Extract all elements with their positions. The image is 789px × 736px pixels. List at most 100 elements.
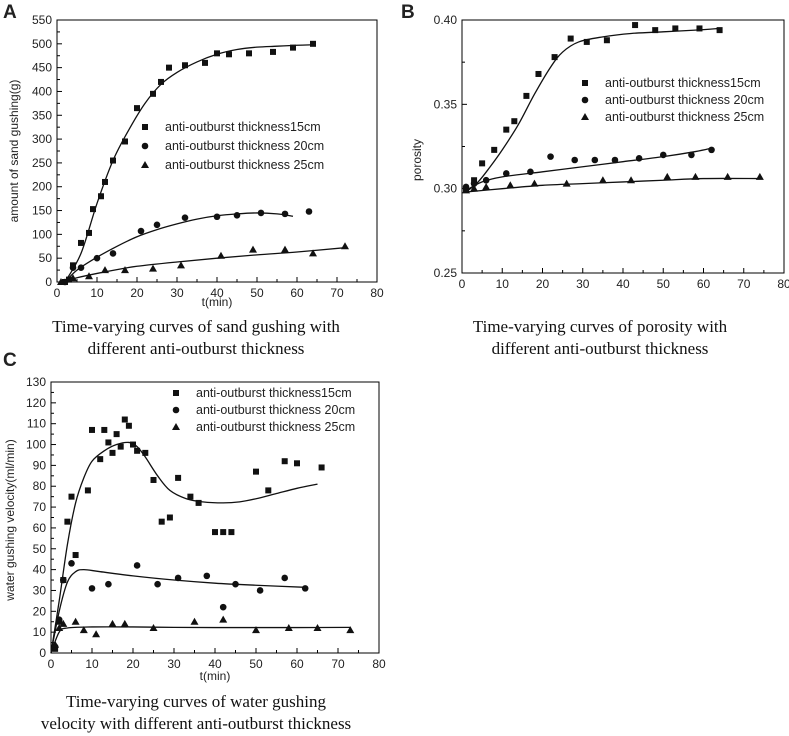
panel-b-points [462,22,764,194]
data-point [190,617,199,625]
data-point [51,640,60,648]
data-point [85,272,93,280]
panel-b-caption-line2: different anti-outburst thickness [492,339,709,358]
data-point [60,576,67,584]
data-point [281,210,289,218]
panel-b: B 0 10 20 30 40 50 60 70 80 0.25 0.30 0.35 0.40 anti… [401,2,789,358]
data-point [310,40,316,47]
data-point [69,274,77,282]
data-point [121,266,129,274]
y-tick-label: 40 [33,563,47,577]
data-point [150,476,157,483]
data-point [69,264,77,272]
data-point [55,616,63,623]
data-point [309,249,317,257]
data-point [166,64,172,71]
data-point [547,153,554,160]
data-point [90,206,96,213]
data-point [611,156,619,164]
data-point [84,487,91,494]
y-tick-label: 120 [26,396,46,410]
data-point [470,184,479,192]
data-point [134,447,141,454]
data-point [755,172,764,180]
panel-a-caption-line2: different anti-outburst thickness [88,339,305,358]
x-tick-label: 20 [536,277,550,291]
data-point [68,560,75,567]
panel-a-ticks: 0 10 20 30 40 50 60 70 80 0 50 100 150 200 250 300 350 40… [32,13,384,300]
data-point [149,623,158,631]
legend-marker [582,80,588,86]
data-point [503,126,510,133]
panel-c-xlabel: t(min) [200,669,231,683]
x-tick-label: 70 [737,277,751,291]
x-tick-label: 10 [85,657,99,671]
fit-curve [64,44,314,283]
y-tick-label: 250 [32,156,52,170]
data-point [652,27,659,34]
data-point [158,518,165,525]
x-tick-label: 70 [331,657,345,671]
data-point [79,626,88,634]
panel-b-caption-line1: Time-varying curves of porosity with [473,317,728,336]
fit-curve [50,441,318,654]
y-tick-label: 130 [26,375,46,389]
data-point [691,172,700,180]
y-tick-label: 300 [32,132,52,146]
legend-marker [172,406,180,414]
y-tick-label: 60 [33,521,47,535]
data-point [105,439,112,446]
legend-label: anti-outburst thickness 20cm [196,403,355,417]
data-point [672,25,679,32]
data-point [57,278,65,285]
data-point [213,213,221,221]
panel-b-plot-frame [461,19,785,274]
y-tick-label: 350 [32,108,52,122]
data-point [219,603,227,611]
data-point [284,623,293,631]
panel-b-ylabel: porosity [410,139,424,181]
data-point [470,180,478,187]
data-point [527,168,534,176]
data-point [598,176,607,184]
y-tick-label: 20 [33,604,47,618]
data-point [187,493,194,500]
y-tick-label: 0 [45,275,52,289]
y-tick-label: 550 [32,13,52,27]
legend-marker [173,390,179,396]
legend-label: anti-outburst thickness15cm [605,76,761,90]
data-point [101,426,108,433]
data-point [688,151,695,159]
data-point [142,449,149,456]
panel-c-caption-line1: Time-varying curves of water gushing [66,692,326,711]
legend-label: anti-outburst thickness 20cm [165,139,324,153]
legend-label: anti-outburst thickness 25cm [165,158,324,172]
data-point [246,50,252,57]
data-point [202,59,208,66]
data-point [591,156,599,164]
data-point [93,254,101,262]
data-point [105,580,112,588]
x-tick-label: 0 [48,657,55,671]
data-point [153,221,161,229]
y-tick-label: 70 [33,500,47,514]
data-point [130,441,136,448]
data-point [257,209,265,217]
legend-marker [172,423,180,430]
panel-c: C 0 10 20 30 40 50 60 70 80 0 10 20 30 40 50 60 70 80 90 10… [3,350,386,733]
data-point [301,585,309,592]
x-tick-label: 20 [130,286,144,300]
y-tick-label: 80 [33,479,47,493]
legend-label: anti-outburst thickness 20cm [605,93,764,107]
x-tick-label: 30 [167,657,181,671]
data-point [603,37,610,44]
data-point [583,38,590,45]
x-tick-label: 40 [616,277,630,291]
data-point [252,626,260,634]
panel-c-ylabel: water gushing velocity(ml/min) [3,439,17,601]
fit-curve [50,568,306,654]
data-point [228,529,235,536]
data-point [181,214,189,221]
data-point [102,178,108,185]
